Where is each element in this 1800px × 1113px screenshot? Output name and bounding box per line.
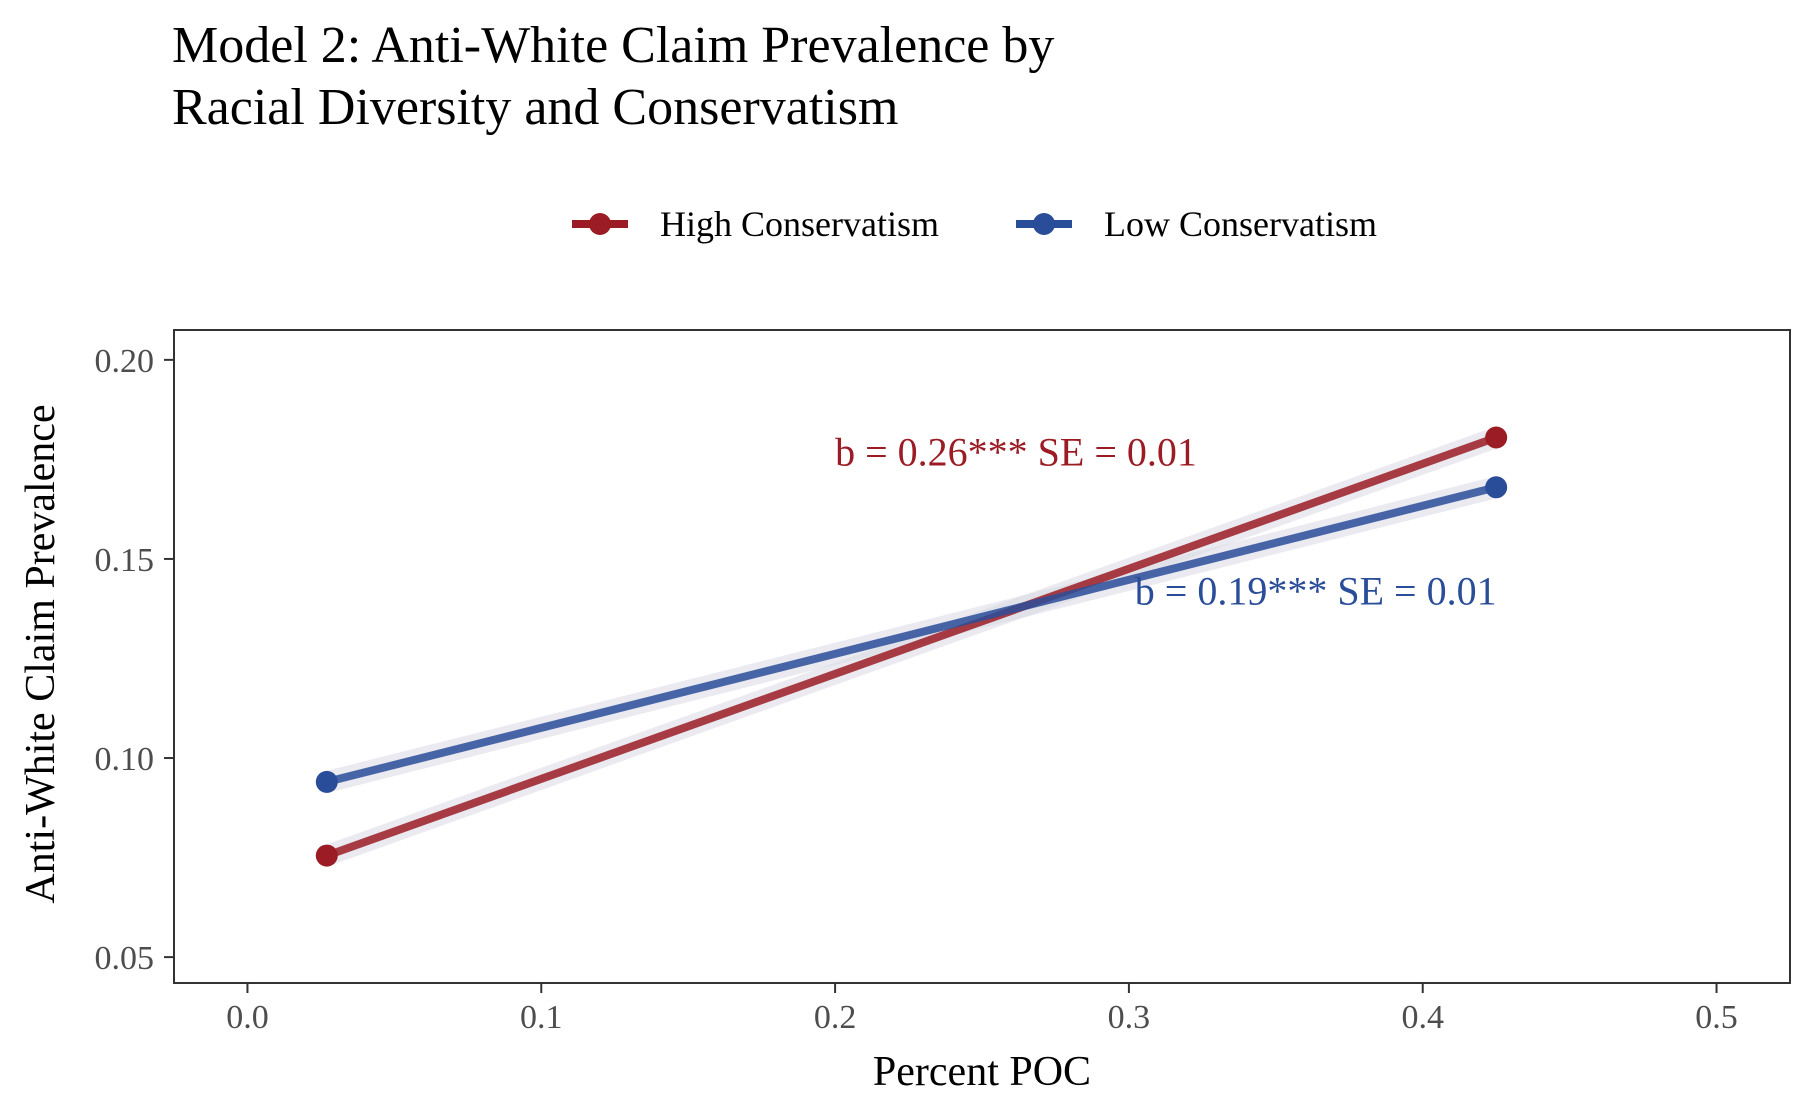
legend-label: Low Conservatism xyxy=(1104,204,1377,244)
x-axis: 0.0 0.1 0.2 0.3 0.4 0.5 xyxy=(226,983,1738,1036)
y-tick-label: 0.20 xyxy=(95,343,155,380)
y-tick-label: 0.15 xyxy=(95,542,155,579)
x-tick-label: 0.0 xyxy=(226,999,269,1036)
data-point xyxy=(1485,426,1508,449)
x-tick-label: 0.2 xyxy=(814,999,857,1036)
y-axis: 0.05 0.10 0.15 0.20 xyxy=(95,343,174,977)
slope-annotation: b = 0.19*** SE = 0.01 xyxy=(1135,569,1497,614)
title-line: Racial Diversity and Conservatism xyxy=(172,79,898,136)
slope-annotation: b = 0.26*** SE = 0.01 xyxy=(835,429,1197,474)
data-point xyxy=(315,770,338,793)
x-tick-label: 0.3 xyxy=(1108,999,1151,1036)
x-tick-label: 0.1 xyxy=(520,999,563,1036)
data-point xyxy=(315,844,338,867)
y-tick-label: 0.10 xyxy=(95,741,155,778)
chart-title: Model 2: Anti-White Claim Prevalence by … xyxy=(172,17,1054,136)
data-point xyxy=(1485,476,1508,499)
series-line xyxy=(325,433,1498,860)
legend-label: High Conservatism xyxy=(660,204,939,244)
legend: High Conservatism Low Conservatism xyxy=(572,204,1377,244)
x-axis-title: Percent POC xyxy=(873,1049,1091,1095)
y-axis-title: Anti-White Claim Prevalence xyxy=(18,404,64,903)
x-tick-label: 0.5 xyxy=(1695,999,1738,1036)
legend-key-point xyxy=(1033,213,1055,235)
panel-border xyxy=(173,329,1791,984)
series-line xyxy=(325,483,1498,786)
legend-key-point xyxy=(589,213,611,235)
x-tick-label: 0.4 xyxy=(1401,999,1444,1036)
plot-panel: b = 0.26*** SE = 0.01 b = 0.19*** SE = 0.… xyxy=(173,329,1791,984)
title-line: Model 2: Anti-White Claim Prevalence by xyxy=(172,17,1054,74)
y-tick-label: 0.05 xyxy=(95,940,155,977)
